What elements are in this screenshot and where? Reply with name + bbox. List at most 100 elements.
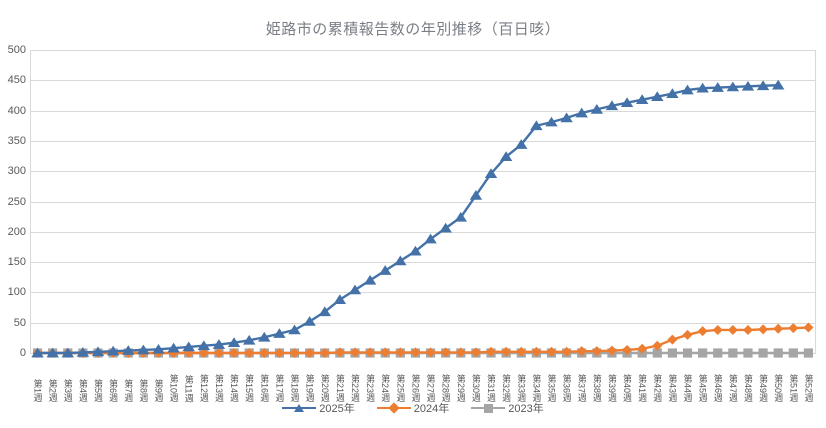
data-point-marker [455, 347, 466, 358]
series-layer [31, 79, 814, 358]
data-point-marker [652, 348, 662, 358]
series-line [37, 83, 779, 355]
x-axis-tick-label: 第32週 [501, 373, 512, 402]
data-point-marker [712, 324, 723, 335]
data-point-marker [711, 82, 724, 92]
x-axis-tick-label: 第15週 [244, 373, 255, 402]
data-point-marker [756, 80, 770, 91]
data-point-marker [227, 337, 241, 348]
data-point-marker [758, 348, 768, 358]
x-axis-tick-label: 第33週 [516, 373, 527, 402]
chart-title: 姫路市の累積報告数の年別推移（百日咳） [265, 21, 561, 38]
x-axis-tick-label: 第3週 [62, 378, 73, 402]
data-point-marker [394, 255, 407, 266]
y-axis-tick-label: 350 [7, 134, 26, 147]
plot-area [30, 50, 816, 358]
x-axis-tick-label: 第8週 [138, 378, 149, 402]
x-axis-tick-label: 第9週 [153, 378, 164, 402]
x-axis-tick-label: 第47週 [727, 373, 738, 402]
data-point-marker [743, 348, 753, 358]
data-point-marker [681, 84, 694, 95]
data-point-marker [244, 348, 255, 358]
gridline [30, 140, 816, 142]
gridline [30, 201, 816, 203]
x-axis-tick-label: 第13週 [213, 373, 224, 402]
gridline [30, 231, 816, 233]
y-axis-tick-label: 500 [7, 44, 26, 56]
data-point-marker [698, 348, 708, 358]
data-point-marker [486, 346, 497, 357]
x-axis-tick-label: 第50週 [773, 373, 784, 402]
x-axis-tick-labels: 第1週 第2週 第3週 第4週 第5週 第6週 第7週 第8週 第9週 第10週 第11週 第12週第… [30, 356, 816, 402]
gridline [30, 50, 816, 51]
data-point-marker [605, 100, 619, 111]
gridline [30, 262, 816, 264]
legend-label: 2024年 [413, 403, 450, 415]
data-point-marker [31, 347, 44, 358]
y-axis-tick-labels: 0 50 100 150 200 250 300 350 400 450 500 [0, 44, 26, 359]
x-axis-tick-label: 第7週 [123, 378, 134, 402]
data-point-marker [637, 343, 648, 354]
x-axis-tick-label: 第2週 [47, 378, 58, 402]
y-axis-tick-label: 300 [7, 165, 26, 178]
data-point-marker [591, 346, 602, 357]
x-axis-tick-label: 第24週 [380, 373, 391, 402]
data-point-marker [212, 339, 226, 349]
data-point-marker [182, 341, 195, 352]
x-axis-tick-label: 第35週 [546, 373, 557, 402]
x-axis-tick-label: 第16週 [259, 373, 270, 402]
y-axis-tick-label: 400 [7, 104, 26, 117]
data-point-marker [76, 346, 90, 357]
data-point-marker [545, 116, 558, 127]
y-axis-tick-label: 200 [7, 225, 26, 238]
data-point-marker [424, 233, 437, 244]
data-point-marker [197, 340, 211, 351]
x-axis-tick-label: 第12週 [198, 373, 209, 402]
data-point-marker [803, 322, 814, 333]
data-point-marker [546, 346, 557, 357]
data-point-marker [349, 347, 360, 358]
x-axis-tick-label: 第4週 [77, 378, 88, 402]
data-point-marker [622, 344, 633, 355]
y-axis-tick-label: 100 [7, 286, 26, 299]
data-point-marker [319, 348, 330, 358]
data-point-marker [167, 342, 180, 353]
data-point-marker [106, 345, 120, 356]
x-axis-tick-label: 第41週 [637, 373, 648, 402]
data-point-marker [606, 345, 617, 356]
gridline [30, 292, 816, 294]
data-point-marker [803, 348, 814, 358]
data-point-marker [380, 347, 391, 358]
data-point-marker [439, 222, 452, 233]
legend-item-2025年[interactable]: 2025年 [282, 400, 355, 416]
data-point-marker [651, 91, 664, 101]
data-point-marker [682, 348, 693, 358]
x-axis-tick-label: 第38週 [591, 373, 602, 402]
data-point-marker [728, 348, 738, 358]
chart-legend: 2025年 2024年 2023年 [0, 400, 826, 416]
data-point-marker [229, 348, 240, 358]
x-axis-tick-label: 第14週 [229, 373, 240, 402]
x-axis-tick-label: 第40週 [622, 373, 633, 402]
data-point-marker [122, 345, 135, 355]
x-axis-tick-label: 第25週 [395, 373, 406, 402]
data-point-marker [516, 346, 527, 357]
data-point-marker [365, 347, 376, 358]
y-axis-tick-label: 50 [13, 316, 26, 329]
data-point-marker [531, 346, 542, 357]
x-axis-tick-label: 第17週 [274, 373, 285, 402]
legend-key-diamond-icon [376, 402, 411, 414]
x-axis-tick-label: 第1週 [32, 378, 43, 402]
data-point-marker [137, 344, 150, 355]
legend-item-2024年[interactable]: 2024年 [376, 400, 450, 416]
x-axis-tick-label: 第22週 [349, 373, 360, 402]
x-axis-tick-label: 第39週 [606, 373, 617, 402]
y-axis-tick-label: 0 [19, 347, 26, 359]
x-axis-tick-label: 第49週 [758, 373, 769, 402]
legend-item-2023年[interactable]: 2023年 [471, 400, 544, 416]
data-point-marker [484, 168, 498, 178]
data-point-marker [788, 348, 798, 358]
data-point-marker [561, 346, 572, 357]
series-line [37, 326, 809, 355]
